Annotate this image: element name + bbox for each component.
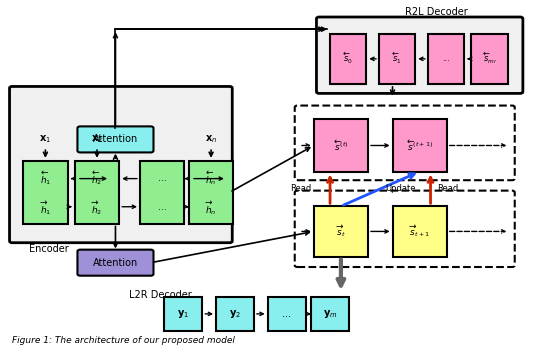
FancyBboxPatch shape [393, 206, 447, 257]
FancyBboxPatch shape [78, 250, 153, 276]
Text: $\overleftarrow{h}_n$: $\overleftarrow{h}_n$ [205, 170, 217, 187]
FancyBboxPatch shape [23, 161, 68, 224]
FancyBboxPatch shape [471, 34, 508, 84]
FancyBboxPatch shape [78, 126, 153, 153]
Text: Attention: Attention [93, 134, 138, 145]
Text: ...: ... [158, 174, 167, 183]
Text: $\overleftarrow{h}_1$: $\overleftarrow{h}_1$ [40, 170, 51, 187]
FancyBboxPatch shape [216, 296, 254, 331]
Text: ...: ... [158, 203, 167, 212]
Text: L2R Decoder: L2R Decoder [129, 290, 192, 300]
FancyBboxPatch shape [379, 34, 416, 84]
Text: Read: Read [437, 184, 458, 194]
Text: R2L Decoder: R2L Decoder [405, 7, 467, 17]
FancyBboxPatch shape [140, 161, 185, 224]
Text: $\overleftarrow{s}_0$: $\overleftarrow{s}_0$ [343, 51, 353, 66]
Text: Update: Update [385, 184, 416, 194]
Text: $\mathbf{y}_m$: $\mathbf{y}_m$ [323, 308, 337, 320]
FancyBboxPatch shape [295, 191, 515, 267]
Text: $\overrightarrow{s}_{t+1}$: $\overrightarrow{s}_{t+1}$ [409, 224, 430, 239]
FancyBboxPatch shape [295, 106, 515, 180]
FancyBboxPatch shape [268, 296, 306, 331]
Text: $\overrightarrow{h}_n$: $\overrightarrow{h}_n$ [205, 199, 217, 217]
FancyBboxPatch shape [428, 34, 464, 84]
FancyBboxPatch shape [314, 119, 368, 172]
FancyBboxPatch shape [189, 161, 233, 224]
FancyBboxPatch shape [330, 34, 366, 84]
Text: $\overrightarrow{s}_t$: $\overrightarrow{s}_t$ [336, 224, 346, 239]
Text: Attention: Attention [93, 258, 138, 268]
Text: $\overleftarrow{s}_1$: $\overleftarrow{s}_1$ [393, 51, 402, 66]
Text: $\mathbf{x}_2$: $\mathbf{x}_2$ [91, 134, 103, 146]
FancyBboxPatch shape [393, 119, 447, 172]
Text: ...: ... [282, 309, 291, 319]
Text: ...: ... [442, 54, 450, 63]
FancyBboxPatch shape [317, 17, 523, 93]
FancyBboxPatch shape [164, 296, 203, 331]
Text: Figure 1: The architecture of our proposed model: Figure 1: The architecture of our propos… [12, 336, 235, 345]
Text: $\mathbf{x}_n$: $\mathbf{x}_n$ [205, 134, 217, 146]
FancyBboxPatch shape [9, 86, 232, 243]
Text: $\overleftarrow{h}_2$: $\overleftarrow{h}_2$ [91, 170, 103, 187]
FancyBboxPatch shape [314, 206, 368, 257]
Text: $\mathbf{y}_2$: $\mathbf{y}_2$ [229, 308, 241, 320]
FancyBboxPatch shape [75, 161, 119, 224]
Text: Encoder: Encoder [28, 244, 68, 254]
FancyBboxPatch shape [311, 296, 349, 331]
Text: Read: Read [290, 184, 311, 194]
Text: $\overleftarrow{s}^{(t+1)}$: $\overleftarrow{s}^{(t+1)}$ [407, 139, 433, 153]
Text: $\overleftarrow{s}_{m\prime}$: $\overleftarrow{s}_{m\prime}$ [483, 51, 496, 66]
Text: $\overrightarrow{h}_2$: $\overrightarrow{h}_2$ [91, 199, 103, 217]
Text: $\overleftarrow{s}^{(t)}$: $\overleftarrow{s}^{(t)}$ [334, 139, 348, 153]
Text: $\mathbf{x}_1$: $\mathbf{x}_1$ [39, 134, 51, 146]
Text: $\overrightarrow{h}_1$: $\overrightarrow{h}_1$ [40, 199, 51, 217]
Text: $\mathbf{y}_1$: $\mathbf{y}_1$ [177, 308, 189, 320]
